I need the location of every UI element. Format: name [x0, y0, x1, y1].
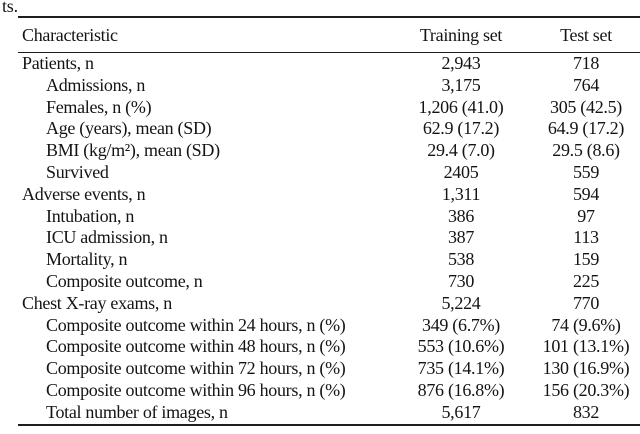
training-set-value: 730	[447, 270, 475, 291]
test-set-value: 764	[572, 74, 600, 95]
row-label: Composite outcome, n	[46, 270, 203, 291]
row-label: BMI (kg/m²), mean (SD)	[46, 140, 220, 161]
test-set-value: 225	[572, 270, 600, 291]
row-label: Survived	[46, 161, 109, 182]
row-label: Mortality, n	[46, 249, 128, 270]
test-set-value: 74 (9.6%)	[551, 314, 621, 335]
row-label: Females, n (%)	[46, 96, 152, 117]
test-set-value: 594	[572, 183, 600, 204]
test-set-value: 29.5 (8.6)	[552, 140, 620, 161]
table-row: Intubation, n 386 97	[18, 206, 640, 228]
row-label: Composite outcome within 96 hours, n (%)	[46, 379, 346, 400]
training-set-value: 5,617	[441, 401, 481, 422]
column-header-characteristic: Characteristic	[18, 17, 390, 53]
table-row: Composite outcome within 72 hours, n (%)…	[18, 358, 640, 380]
training-set-value: 387	[447, 227, 475, 248]
test-set-value: 718	[572, 53, 600, 73]
training-set-value: 5,224	[441, 292, 481, 313]
table-row: Composite outcome within 96 hours, n (%)…	[18, 380, 640, 402]
patient-characteristics-table: Characteristic Training set Test set Pat…	[18, 16, 640, 426]
row-label: Admissions, n	[46, 74, 146, 95]
table-row: Total number of images, n 5,617 832	[18, 402, 640, 425]
training-set-value: 1,206 (41.0)	[418, 96, 504, 117]
table-header-row: Characteristic Training set Test set	[18, 17, 640, 53]
table-row: ICU admission, n 387 113	[18, 227, 640, 249]
row-label: Total number of images, n	[46, 401, 228, 422]
table-row: Composite outcome within 48 hours, n (%)…	[18, 336, 640, 358]
table-row: Females, n (%) 1,206 (41.0) 305 (42.5)	[18, 97, 640, 119]
training-set-value: 62.9 (17.2)	[422, 118, 500, 139]
test-set-value: 97	[577, 205, 595, 226]
caption-fragment: ts.	[2, 0, 18, 16]
row-label: Patients, n	[22, 53, 94, 73]
test-set-value: 101 (13.1%)	[542, 336, 630, 357]
table-row: Age (years), mean (SD) 62.9 (17.2) 64.9 (1…	[18, 118, 640, 140]
test-set-value: 559	[572, 161, 600, 182]
test-set-value: 113	[573, 227, 599, 248]
test-set-value: 156 (20.3%)	[542, 379, 630, 400]
test-set-value: 159	[572, 249, 600, 270]
table-row: Composite outcome, n 730 225	[18, 271, 640, 293]
training-set-value: 2405	[443, 161, 479, 182]
row-label: Age (years), mean (SD)	[46, 118, 212, 139]
row-label: Intubation, n	[46, 205, 135, 226]
training-set-value: 3,175	[441, 74, 481, 95]
training-set-value: 735 (14.1%)	[417, 358, 505, 379]
training-set-value: 386	[447, 205, 475, 226]
column-header-training-set: Training set	[390, 17, 532, 53]
table-row: Adverse events, n 1,311 594	[18, 184, 640, 206]
test-set-value: 130 (16.9%)	[542, 358, 630, 379]
row-label: Adverse events, n	[22, 183, 146, 204]
row-label: Composite outcome within 24 hours, n (%)	[46, 314, 346, 335]
training-set-value: 538	[447, 249, 475, 270]
row-label: Chest X-ray exams, n	[22, 292, 172, 313]
training-set-value: 349 (6.7%)	[422, 314, 500, 335]
row-label: Composite outcome within 48 hours, n (%)	[46, 336, 346, 357]
training-set-value: 876 (16.8%)	[417, 379, 505, 400]
row-label: Composite outcome within 72 hours, n (%)	[46, 358, 346, 379]
table-row: Mortality, n 538 159	[18, 249, 640, 271]
table-row: Chest X-ray exams, n 5,224 770	[18, 293, 640, 315]
table-row: Survived 2405 559	[18, 162, 640, 184]
training-set-value: 29.4 (7.0)	[427, 140, 495, 161]
test-set-value: 64.9 (17.2)	[547, 118, 625, 139]
test-set-value: 305 (42.5)	[550, 96, 622, 117]
test-set-value: 770	[572, 292, 600, 313]
table-row: BMI (kg/m²), mean (SD) 29.4 (7.0) 29.5 (8.…	[18, 140, 640, 162]
test-set-value: 832	[572, 401, 600, 422]
table-row: Composite outcome within 24 hours, n (%)…	[18, 315, 640, 337]
training-set-value: 553 (10.6%)	[417, 336, 505, 357]
training-set-value: 1,311	[441, 183, 481, 204]
row-label: ICU admission, n	[46, 227, 168, 248]
table-row: Admissions, n 3,175 764	[18, 75, 640, 97]
training-set-value: 2,943	[441, 53, 481, 73]
table-body: Patients, n 2,943 718 Admissions, n 3,175 764…	[18, 53, 640, 425]
column-header-test-set: Test set	[532, 17, 640, 53]
table-row: Patients, n 2,943 718	[18, 53, 640, 75]
